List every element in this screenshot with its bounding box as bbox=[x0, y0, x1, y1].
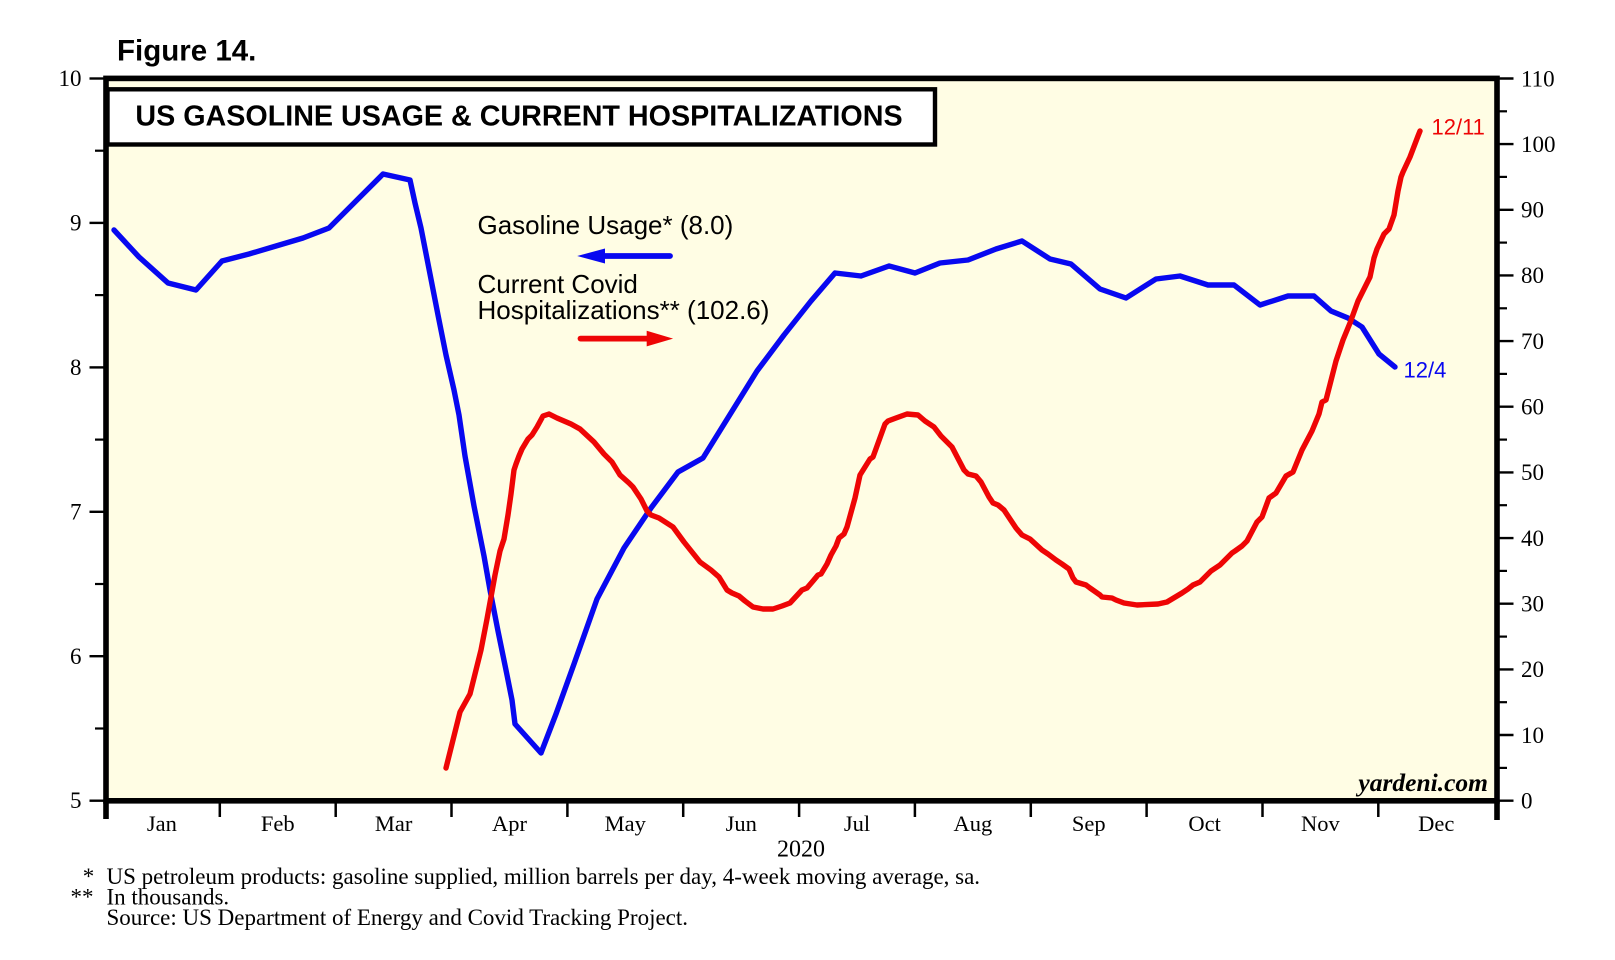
svg-text:6: 6 bbox=[70, 644, 82, 669]
svg-text:Sep: Sep bbox=[1072, 811, 1106, 836]
svg-text:12/11: 12/11 bbox=[1432, 115, 1485, 140]
svg-text:Apr: Apr bbox=[492, 811, 527, 836]
svg-text:10: 10 bbox=[59, 66, 82, 91]
svg-text:40: 40 bbox=[1521, 526, 1544, 551]
svg-text:May: May bbox=[605, 811, 647, 836]
svg-text:Jan: Jan bbox=[147, 811, 177, 836]
svg-text:70: 70 bbox=[1521, 329, 1544, 354]
svg-text:9: 9 bbox=[70, 210, 82, 235]
svg-text:Source: US Department of Energ: Source: US Department of Energy and Covi… bbox=[107, 905, 689, 930]
svg-text:Jun: Jun bbox=[726, 811, 757, 836]
svg-text:Current Covid: Current Covid bbox=[478, 269, 638, 299]
svg-text:Aug: Aug bbox=[954, 811, 993, 836]
svg-text:2020: 2020 bbox=[777, 837, 825, 863]
svg-text:**: ** bbox=[71, 885, 94, 910]
svg-text:10: 10 bbox=[1521, 723, 1544, 748]
svg-text:0: 0 bbox=[1521, 789, 1533, 814]
svg-text:In thousands.: In thousands. bbox=[107, 885, 230, 910]
svg-text:5: 5 bbox=[70, 788, 82, 813]
svg-text:7: 7 bbox=[70, 499, 82, 524]
svg-text:100: 100 bbox=[1521, 132, 1556, 157]
svg-text:yardeni.com: yardeni.com bbox=[1355, 768, 1488, 797]
svg-text:50: 50 bbox=[1521, 460, 1544, 485]
svg-text:Jul: Jul bbox=[844, 811, 870, 836]
svg-text:Oct: Oct bbox=[1188, 811, 1221, 836]
svg-text:US petroleum products: gasolin: US petroleum products: gasoline supplied… bbox=[107, 864, 981, 889]
svg-text:20: 20 bbox=[1521, 657, 1544, 682]
svg-text:Nov: Nov bbox=[1301, 811, 1340, 836]
svg-text:30: 30 bbox=[1521, 592, 1544, 617]
svg-text:90: 90 bbox=[1521, 198, 1544, 223]
svg-text:60: 60 bbox=[1521, 395, 1544, 420]
svg-text:*: * bbox=[83, 864, 95, 889]
svg-text:Dec: Dec bbox=[1418, 811, 1454, 836]
svg-text:80: 80 bbox=[1521, 263, 1544, 288]
svg-text:110: 110 bbox=[1521, 66, 1555, 91]
svg-text:Figure 14.: Figure 14. bbox=[117, 35, 256, 68]
svg-text:Feb: Feb bbox=[261, 811, 295, 836]
svg-text:US GASOLINE USAGE & CURRENT HO: US GASOLINE USAGE & CURRENT HOSPITALIZAT… bbox=[135, 101, 902, 133]
svg-text:Gasoline Usage* (8.0): Gasoline Usage* (8.0) bbox=[478, 210, 734, 240]
svg-text:12/4: 12/4 bbox=[1404, 358, 1447, 383]
svg-text:Mar: Mar bbox=[375, 811, 413, 836]
svg-text:Hospitalizations** (102.6): Hospitalizations** (102.6) bbox=[478, 295, 770, 325]
svg-text:8: 8 bbox=[70, 355, 82, 380]
